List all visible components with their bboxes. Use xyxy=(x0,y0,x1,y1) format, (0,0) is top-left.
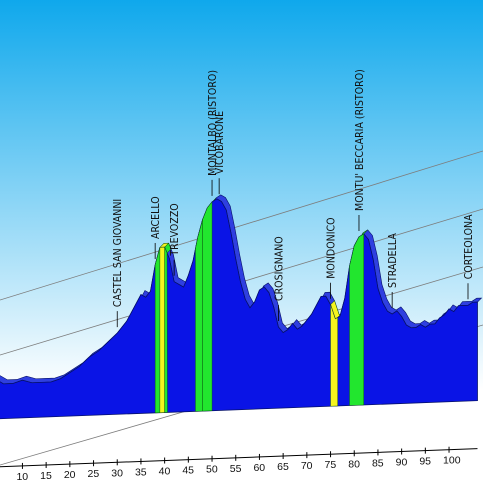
axis-tick-label: 55 xyxy=(230,463,242,475)
climb-band-yellow xyxy=(330,304,338,407)
climb-band-green xyxy=(202,201,213,412)
axis-tick-label: 40 xyxy=(159,466,171,478)
axis-tick-label: 70 xyxy=(301,460,313,472)
axis-tick-label: 50 xyxy=(206,464,218,476)
axis-tick-label: 35 xyxy=(135,466,147,478)
axis-tick-label: 25 xyxy=(88,468,100,480)
place-label: CROSIGNANO xyxy=(273,236,285,301)
axis-tick-label: 30 xyxy=(111,467,123,479)
place-labels: CASTEL SAN GIOVANNI ARCELLO TREVOZZO MONTAL… xyxy=(112,69,475,307)
axis-tick-label: 15 xyxy=(40,470,52,482)
place-label: CASTEL SAN GIOVANNI xyxy=(112,199,124,307)
axis-tick-label: 100 xyxy=(443,455,461,467)
axis-tick-label: 10 xyxy=(16,471,28,483)
axis-tick-label: 80 xyxy=(348,458,360,470)
place-label: MONTALBO (RISTORO) xyxy=(207,70,219,176)
axis-tick-label: 60 xyxy=(253,462,265,474)
climb-band-green xyxy=(154,247,161,414)
place-label: ARCELLO xyxy=(150,196,162,239)
axis-tick-label: 85 xyxy=(372,457,384,469)
gridline xyxy=(0,150,483,301)
climb-band-green xyxy=(349,233,364,406)
place-label: TREVOZZO xyxy=(169,203,181,256)
axis-tick-label: 20 xyxy=(64,469,76,481)
place-markers xyxy=(116,178,469,328)
axis-tick-label: 65 xyxy=(277,461,289,473)
climb-band-green xyxy=(195,219,203,412)
axis-tick-label: 95 xyxy=(419,456,431,468)
profile-front-area xyxy=(0,198,478,420)
place-label: STRADELLA xyxy=(387,233,399,288)
climb-band-green xyxy=(164,247,168,413)
place-label: CORTEOLONA xyxy=(463,214,475,279)
place-label: VICOBARONE xyxy=(214,111,226,174)
axis-tick-label: 45 xyxy=(182,465,194,477)
km-axis: 10 15 20 25 30 35 40 45 50 55 60 65 70 75 80 85 90 95 100 xyxy=(0,446,478,483)
climb-band-yellow xyxy=(159,247,165,413)
place-label: MONDONICO xyxy=(326,217,338,278)
axis-tick-label: 90 xyxy=(396,457,408,469)
axis-tick-label: 75 xyxy=(325,459,337,471)
place-label: MONTU' BECCARIA (RISTORO) xyxy=(354,69,366,211)
